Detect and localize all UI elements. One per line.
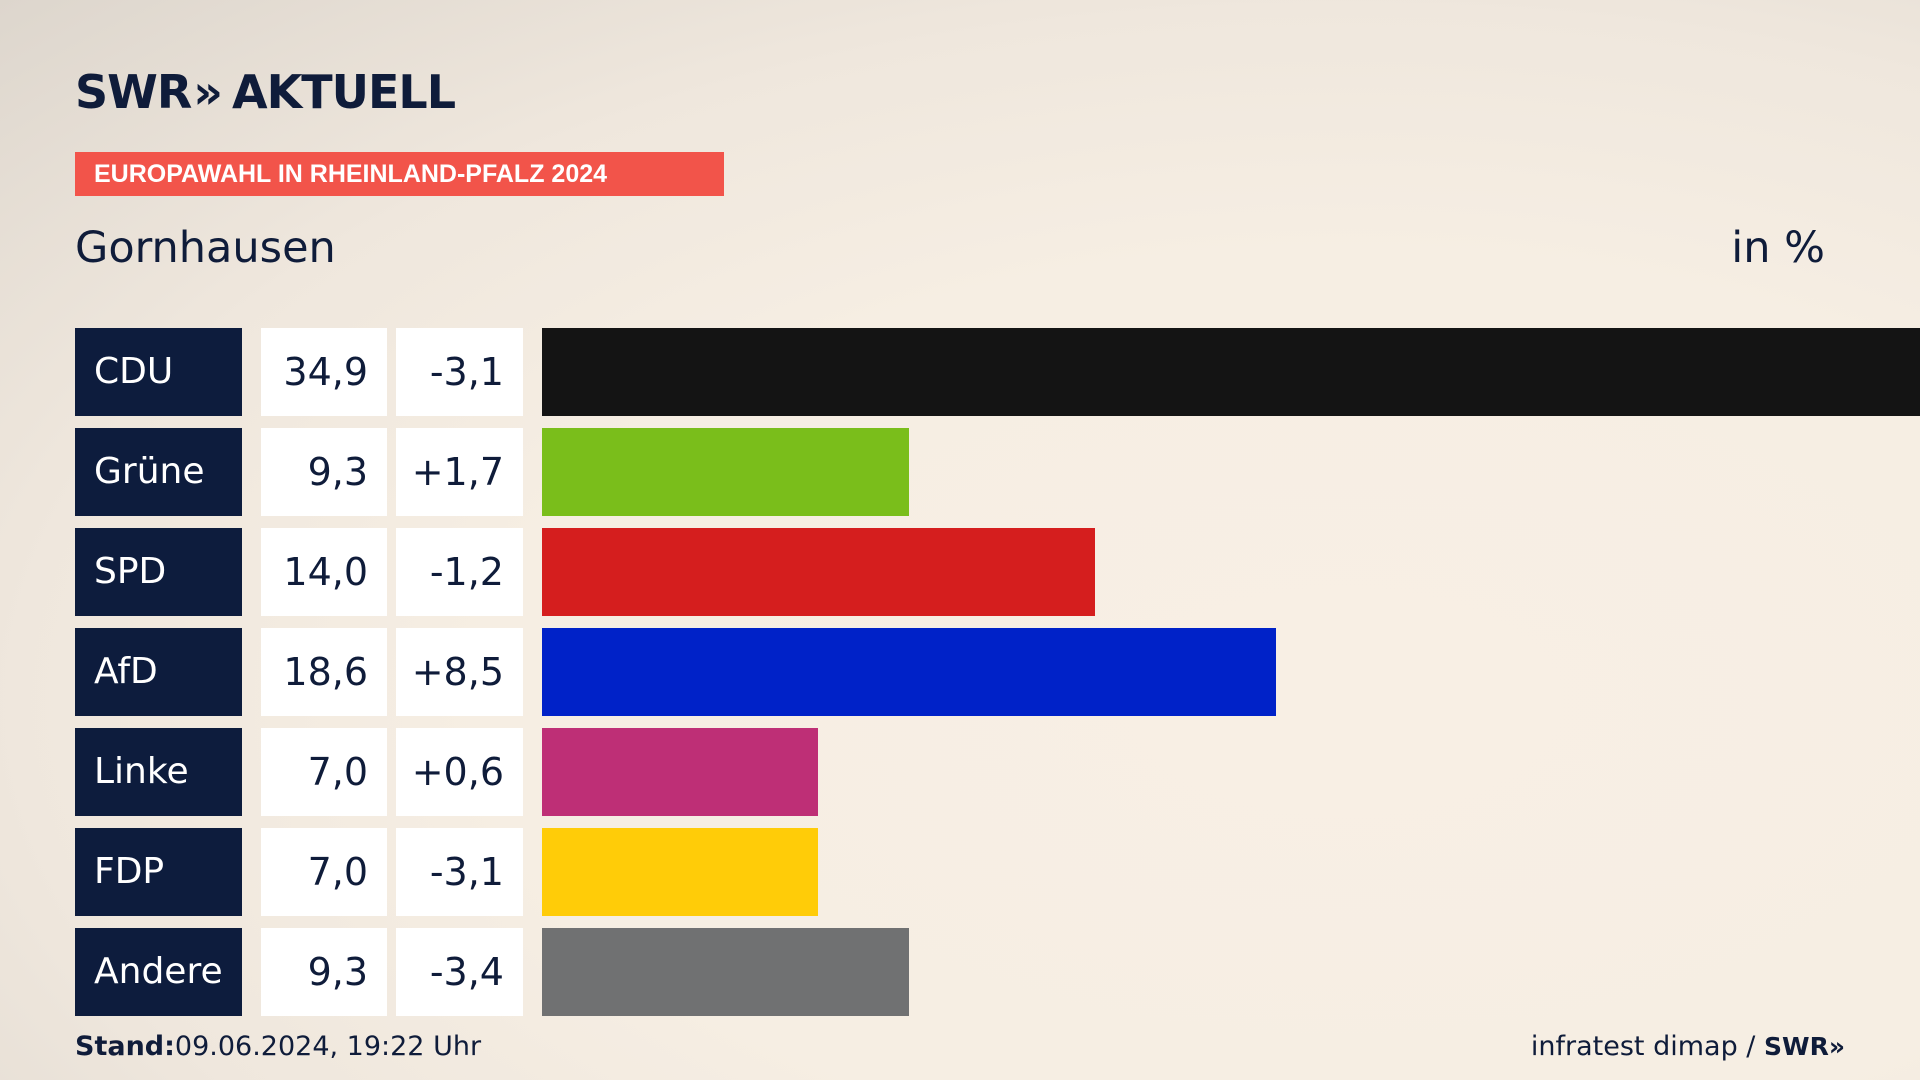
logo-section: AKTUELL [232, 65, 456, 119]
party-label: FDP [75, 828, 242, 916]
change-label: -3,1 [396, 828, 523, 916]
vote-share-label: 9,3 [261, 428, 387, 516]
vote-share-label: 7,0 [261, 728, 387, 816]
unit-label: in % [1731, 223, 1825, 273]
source-arrows-icon: » [1828, 1032, 1845, 1061]
result-bar [542, 628, 1276, 716]
party-label: Andere [75, 928, 242, 1016]
stand-value: 09.06.2024, 19:22 Uhr [174, 1031, 482, 1062]
place-title: Gornhausen [75, 223, 336, 273]
result-bar [542, 928, 909, 1016]
change-label: +8,5 [396, 628, 523, 716]
stand-label: Stand: [75, 1031, 175, 1062]
result-bar [542, 528, 1095, 616]
party-label: CDU [75, 328, 242, 416]
vote-share-label: 7,0 [261, 828, 387, 916]
logo-arrows-icon: » [193, 65, 223, 119]
vote-share-label: 34,9 [261, 328, 387, 416]
change-label: +1,7 [396, 428, 523, 516]
party-label: SPD [75, 528, 242, 616]
logo-brand: SWR [75, 65, 192, 119]
change-label: -1,2 [396, 528, 523, 616]
election-banner: EUROPAWAHL IN RHEINLAND-PFALZ 2024 [75, 152, 724, 196]
source-credit: infratest dimap / SWR» [1531, 1030, 1845, 1064]
result-bar [542, 828, 818, 916]
party-label: Linke [75, 728, 242, 816]
result-bar [542, 428, 909, 516]
change-label: -3,4 [396, 928, 523, 1016]
vote-share-label: 9,3 [261, 928, 387, 1016]
change-label: -3,1 [396, 328, 523, 416]
timestamp: Stand:09.06.2024, 19:22 Uhr [75, 1030, 481, 1064]
source-text: infratest dimap / [1530, 1031, 1756, 1062]
swr-aktuell-logo: SWR» AKTUELL [75, 65, 456, 119]
change-label: +0,6 [396, 728, 523, 816]
result-bar [542, 328, 1920, 416]
party-label: Grüne [75, 428, 242, 516]
party-label: AfD [75, 628, 242, 716]
source-brand: SWR [1764, 1032, 1829, 1061]
result-bar [542, 728, 818, 816]
vote-share-label: 18,6 [261, 628, 387, 716]
vote-share-label: 14,0 [261, 528, 387, 616]
